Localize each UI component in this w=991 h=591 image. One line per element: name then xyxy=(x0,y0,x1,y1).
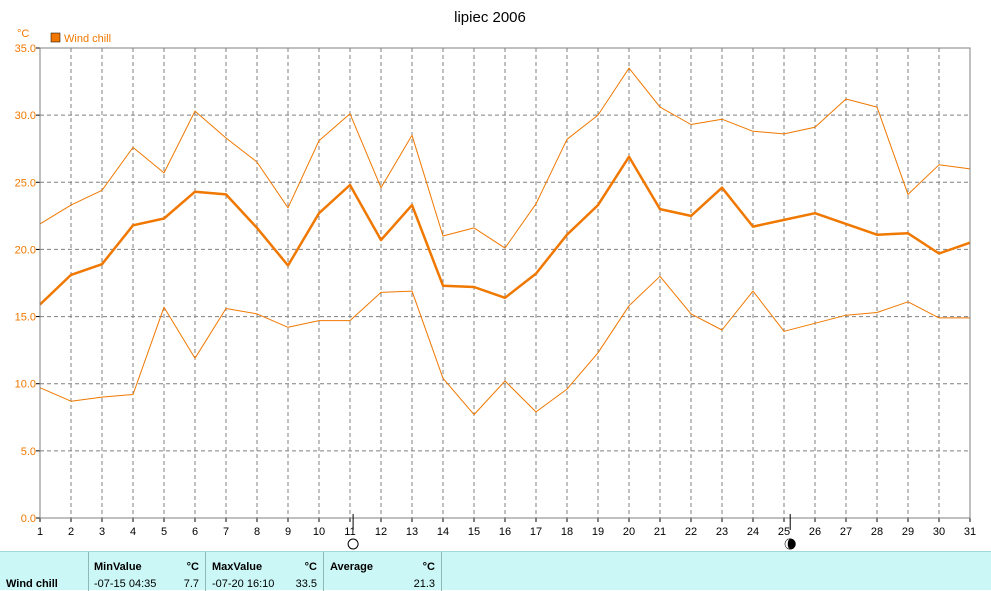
x-tick-label: 1 xyxy=(37,526,43,538)
stats-table: Wind chill MinValue °C -07-15 04:35 7.7 … xyxy=(0,551,991,591)
y-tick-label: 30.0 xyxy=(15,110,36,122)
plot-frame xyxy=(39,47,971,519)
x-tick-label: 14 xyxy=(437,526,449,538)
stats-avg-unit: °C xyxy=(422,561,435,573)
x-tick-label: 21 xyxy=(654,526,666,538)
stats-max-header: MaxValue xyxy=(212,561,263,573)
legend-swatch xyxy=(50,32,61,43)
x-tick-label: 26 xyxy=(809,526,821,538)
series-lines xyxy=(39,67,971,416)
x-tick-label: 9 xyxy=(285,526,291,538)
x-tick-label: 5 xyxy=(161,526,167,538)
grid xyxy=(40,48,970,518)
x-tick-label: 19 xyxy=(592,526,604,538)
x-tick-label: 6 xyxy=(192,526,198,538)
moon-crescent xyxy=(785,539,791,549)
stats-avg-header: Average xyxy=(330,561,374,573)
y-tick-label: 0.0 xyxy=(21,513,36,525)
y-axis: 0.0 5.0 10.0 15.0 20.0 25.0 30.0 35.0 xyxy=(15,43,40,525)
series-line-max xyxy=(39,67,971,249)
x-tick-label: 11 xyxy=(344,526,355,538)
x-tick-label: 3 xyxy=(99,526,105,538)
x-tick-label: 22 xyxy=(685,526,697,538)
stats-min-cell: MinValue °C -07-15 04:35 7.7 xyxy=(89,552,206,591)
x-tick-label: 15 xyxy=(468,526,480,538)
x-tick-label: 8 xyxy=(254,526,260,538)
x-tick-label: 7 xyxy=(223,526,229,538)
y-tick-label: 5.0 xyxy=(21,446,36,458)
x-tick-label: 2 xyxy=(68,526,74,538)
x-tick-label: 18 xyxy=(561,526,573,538)
x-tick-label: 30 xyxy=(933,526,945,538)
moon-phases xyxy=(347,514,796,550)
chart: lipiec 2006 °C Wind chill 0.0 5.0 10.0 15.0… xyxy=(15,9,976,550)
y-tick-label: 25.0 xyxy=(15,177,36,189)
stats-series-cell: Wind chill xyxy=(0,552,89,591)
stats-max-value: 33.5 xyxy=(295,578,317,590)
x-tick-label: 29 xyxy=(902,526,914,538)
stats-max-when: -07-20 16:10 xyxy=(212,578,275,590)
y-tick-label: 10.0 xyxy=(15,379,36,391)
x-axis: 1 2 3 4 5 6 7 8 9 10 11 12 13 14 15 16 17 18 19 20 21 22 23 24 2… xyxy=(37,518,976,538)
y-tick-label: 15.0 xyxy=(15,312,36,324)
x-tick-label: 10 xyxy=(313,526,325,538)
y-axis-unit: °C xyxy=(17,28,29,40)
stats-max-cell: MaxValue °C -07-20 16:10 33.5 xyxy=(206,552,324,591)
x-tick-label: 13 xyxy=(406,526,418,538)
stats-avg-cell: Average °C 21.3 xyxy=(324,552,442,591)
x-tick-label: 16 xyxy=(499,526,511,538)
stats-avg-value: 21.3 xyxy=(413,578,435,590)
y-tick-label: 35.0 xyxy=(15,43,36,55)
x-tick-label: 17 xyxy=(530,526,542,538)
series-line-min xyxy=(39,275,970,416)
x-tick-label: 24 xyxy=(747,526,759,538)
stats-min-value: 7.7 xyxy=(183,578,199,590)
stats-min-when: -07-15 04:35 xyxy=(94,578,157,590)
x-tick-label: 12 xyxy=(375,526,387,538)
x-tick-label: 4 xyxy=(130,526,136,538)
x-tick-label: 31 xyxy=(964,526,976,538)
legend-label: Wind chill xyxy=(64,33,111,45)
x-tick-label: 28 xyxy=(871,526,883,538)
full-moon-icon xyxy=(347,538,359,550)
stats-series-label: Wind chill xyxy=(6,578,58,590)
stats-min-header: MinValue xyxy=(94,561,142,573)
stats-min-unit: °C xyxy=(186,561,199,573)
x-tick-label: 25 xyxy=(778,526,790,538)
x-tick-label: 23 xyxy=(716,526,728,538)
series-line-average xyxy=(39,155,971,306)
y-tick-label: 20.0 xyxy=(15,244,36,256)
x-tick-label: 20 xyxy=(623,526,635,538)
stats-max-unit: °C xyxy=(304,561,317,573)
x-tick-label: 27 xyxy=(840,526,852,538)
chart-title: lipiec 2006 xyxy=(454,9,526,26)
